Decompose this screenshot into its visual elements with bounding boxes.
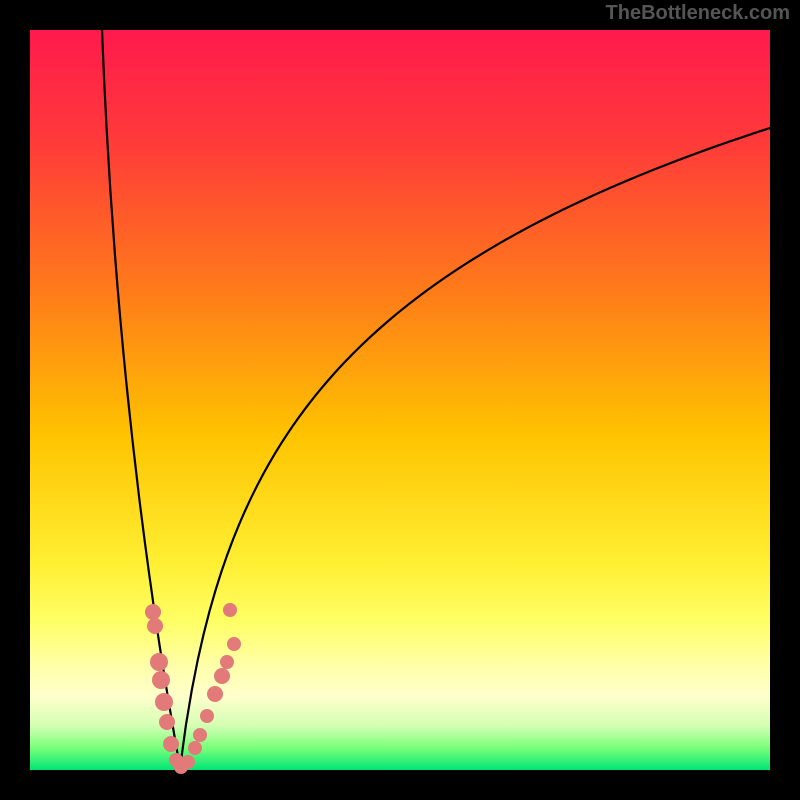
chart-container: TheBottleneck.com xyxy=(0,0,800,800)
data-point xyxy=(200,709,214,723)
bottleneck-curves xyxy=(30,30,770,770)
data-point xyxy=(163,736,179,752)
data-point xyxy=(181,755,195,769)
curve-right-branch xyxy=(180,128,770,768)
data-point xyxy=(214,668,230,684)
data-point xyxy=(220,655,234,669)
data-point xyxy=(155,693,173,711)
data-point xyxy=(159,714,175,730)
data-point xyxy=(150,653,168,671)
data-point xyxy=(227,637,241,651)
data-point xyxy=(145,604,161,620)
data-point xyxy=(207,686,223,702)
data-point xyxy=(147,618,163,634)
curve-left-branch xyxy=(102,30,180,768)
plot-area xyxy=(30,30,770,770)
watermark-text: TheBottleneck.com xyxy=(606,2,790,25)
data-point xyxy=(188,741,202,755)
data-point xyxy=(223,603,237,617)
data-point xyxy=(193,728,207,742)
data-point xyxy=(152,671,170,689)
